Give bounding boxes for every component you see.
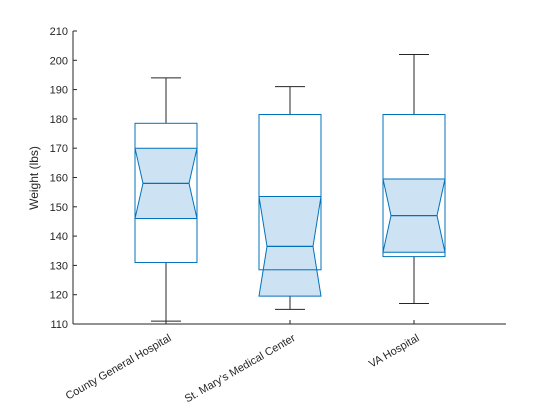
y-axis-label: Weight (lbs) — [27, 146, 41, 210]
box-rect — [134, 122, 198, 263]
y-tick-label: 180 — [50, 114, 68, 126]
box-series — [134, 53, 446, 322]
x-tick-label: County General Hospital — [64, 332, 174, 402]
x-tick-label: St. Mary's Medical Center — [183, 332, 298, 405]
y-tick-label: 150 — [50, 202, 68, 214]
y-tick-label: 120 — [50, 290, 68, 302]
y-tick-label: 140 — [50, 231, 68, 243]
y-axis: 110 120 130 140 150 160 170 180 190 200 210 — [50, 26, 77, 331]
box-rect — [382, 114, 446, 258]
y-tick-label: 110 — [50, 319, 68, 331]
y-tick-label: 170 — [50, 143, 68, 155]
box-rect — [258, 114, 322, 271]
box — [258, 86, 322, 310]
y-tick-label: 210 — [50, 26, 68, 38]
box — [134, 77, 198, 322]
x-tick-label: VA Hospital — [367, 332, 422, 370]
y-tick-label: 130 — [50, 260, 68, 272]
x-axis: County General Hospital St. Mary's Medica… — [64, 320, 506, 405]
y-tick-label: 190 — [50, 85, 68, 97]
y-tick-label: 200 — [50, 55, 68, 67]
y-tick-label: 160 — [50, 173, 68, 185]
box — [382, 53, 446, 304]
